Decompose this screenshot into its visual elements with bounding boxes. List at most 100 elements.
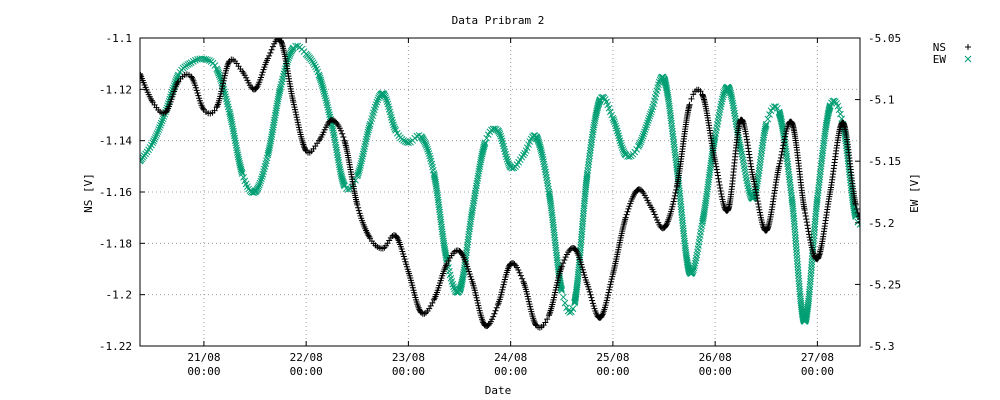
- ew-point: [636, 140, 644, 147]
- ew-point: [390, 123, 398, 131]
- ns-point: [607, 281, 614, 288]
- ns-point: [650, 208, 657, 215]
- ns-point: [756, 206, 763, 213]
- ns-point: [782, 133, 789, 140]
- ew-point: [792, 243, 800, 250]
- ns-point: [777, 157, 784, 164]
- ns-point: [214, 103, 221, 110]
- ew-point: [292, 42, 299, 50]
- ns-point: [167, 98, 174, 105]
- ew-point: [793, 257, 801, 265]
- ns-point: [292, 106, 299, 113]
- ns-point: [878, 186, 884, 192]
- ew-point: [792, 237, 800, 245]
- ns-point: [213, 104, 220, 111]
- ew-point: [619, 146, 627, 153]
- ew-point: [610, 118, 618, 125]
- ns-point: [465, 268, 472, 275]
- ns-point: [717, 188, 724, 195]
- ns-point: [294, 116, 301, 123]
- ew-point: [872, 171, 878, 177]
- ns-point: [605, 289, 612, 296]
- ew-point: [425, 150, 433, 157]
- ew-point: [508, 164, 516, 172]
- ew-point: [613, 124, 620, 132]
- ns-point: [294, 119, 301, 126]
- ew-point: [275, 91, 283, 99]
- ns-point: [525, 296, 532, 303]
- ns-point: [163, 108, 170, 115]
- ew-point: [258, 175, 265, 183]
- ew-point: [793, 252, 801, 259]
- ew-point: [757, 155, 764, 163]
- ns-point: [686, 101, 693, 108]
- ns-point: [803, 216, 810, 223]
- ns-point: [430, 296, 437, 303]
- legend-label-ns: NS: [933, 41, 946, 54]
- ew-point: [481, 139, 489, 147]
- ns-point: [671, 195, 678, 202]
- ns-point: [606, 284, 613, 291]
- ew-point: [868, 196, 874, 202]
- ew-point: [426, 152, 434, 160]
- ew-point: [647, 108, 655, 116]
- ns-point: [876, 191, 882, 197]
- ns-point: [188, 74, 195, 81]
- ew-point: [391, 125, 399, 133]
- ew-point: [758, 150, 765, 157]
- ns-point: [874, 198, 880, 204]
- ew-point: [790, 220, 798, 228]
- ns-point: [192, 84, 199, 91]
- ew-point: [578, 233, 585, 241]
- ew-point: [318, 80, 326, 87]
- ew-point: [569, 305, 577, 313]
- ns-point: [465, 266, 472, 272]
- ew-point: [618, 144, 626, 151]
- ns-point: [589, 297, 596, 304]
- ew-point: [816, 170, 824, 178]
- ns-point: [802, 213, 809, 220]
- ns-point: [474, 297, 481, 304]
- ew-point: [776, 111, 784, 119]
- ns-point: [806, 234, 813, 241]
- ns-point: [474, 300, 481, 307]
- ew-point: [794, 263, 802, 271]
- ns-point: [752, 183, 759, 190]
- ns-point: [806, 231, 813, 238]
- ns-point: [753, 192, 760, 199]
- y-axis-right-label: EW [V]: [908, 173, 921, 213]
- ns-point: [499, 284, 506, 291]
- ew-point: [808, 261, 816, 268]
- ew-point: [318, 82, 326, 89]
- ns-point: [669, 203, 676, 210]
- ew-point: [258, 173, 266, 180]
- ns-point: [516, 269, 523, 276]
- ew-point: [226, 112, 234, 120]
- ew-point: [638, 134, 646, 142]
- ew-point: [641, 126, 649, 133]
- ns-point: [754, 195, 761, 202]
- ew-point: [151, 135, 158, 143]
- ew-point: [483, 134, 491, 142]
- x-tick-label: 22/08: [290, 351, 323, 364]
- ew-point: [638, 136, 645, 144]
- ew-point: [762, 120, 770, 128]
- ns-point: [852, 201, 859, 208]
- ew-point: [356, 164, 364, 171]
- ns-point: [339, 130, 346, 137]
- ew-point: [537, 147, 545, 154]
- ew-point: [872, 173, 878, 179]
- ns-point: [858, 221, 860, 223]
- ew-point: [613, 127, 621, 135]
- ew-point: [504, 158, 512, 165]
- ns-point: [485, 322, 492, 329]
- ew-point: [835, 106, 843, 114]
- ns-point: [883, 169, 889, 175]
- ns-point: [581, 271, 588, 278]
- ns-point: [558, 263, 565, 270]
- ew-point: [542, 171, 550, 179]
- y-left-tick-label: -1.14: [99, 135, 132, 148]
- ns-point: [714, 172, 721, 179]
- ew-point: [766, 111, 773, 118]
- ns-point: [544, 316, 551, 323]
